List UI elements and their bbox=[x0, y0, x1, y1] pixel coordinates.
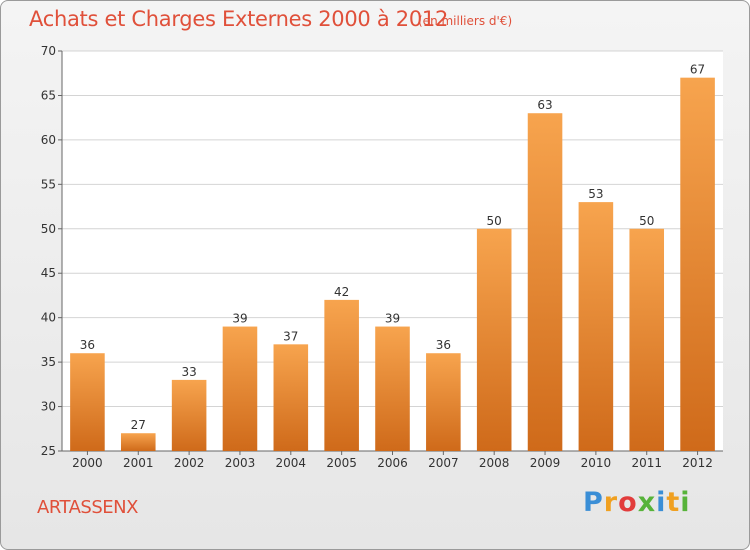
chart-title: Achats et Charges Externes 2000 à 2012 bbox=[29, 7, 449, 31]
logo-letter: x bbox=[637, 487, 657, 518]
bar-2001 bbox=[120, 433, 156, 451]
data-label-2001: 27 bbox=[131, 418, 146, 432]
x-tick-label-2011: 2011 bbox=[631, 456, 662, 470]
bar-2012 bbox=[680, 77, 715, 452]
data-label-2002: 33 bbox=[181, 365, 196, 379]
y-tick-label: 40 bbox=[41, 311, 56, 325]
x-tick-label-2003: 2003 bbox=[225, 456, 256, 470]
x-tick-label-2008: 2008 bbox=[479, 456, 510, 470]
bar-2011 bbox=[629, 228, 665, 451]
data-label-2011: 50 bbox=[639, 214, 654, 228]
bar-2005 bbox=[324, 299, 359, 451]
bar-2008 bbox=[476, 228, 512, 451]
x-tick-label-2001: 2001 bbox=[123, 456, 154, 470]
data-label-2007: 36 bbox=[436, 338, 451, 352]
x-tick-label-2005: 2005 bbox=[326, 456, 357, 470]
x-tick-label-2002: 2002 bbox=[174, 456, 205, 470]
labels: 25 30 35 40 45 50 55 60 65 70 36 2000 27 2001 33 2002 39… bbox=[41, 44, 713, 470]
x-tick-label-2010: 2010 bbox=[581, 456, 612, 470]
logo-letter: r bbox=[603, 487, 619, 518]
chart-subtitle: (en milliers d'€) bbox=[418, 14, 513, 28]
bar-2007 bbox=[426, 353, 461, 451]
y-tick-label: 55 bbox=[41, 177, 56, 191]
y-tick-label: 35 bbox=[41, 355, 56, 369]
y-tick-label: 50 bbox=[41, 222, 56, 236]
data-label-2003: 39 bbox=[232, 312, 247, 326]
bar-2010 bbox=[578, 202, 614, 451]
y-tick-label: 70 bbox=[41, 44, 56, 58]
bar-2003 bbox=[222, 326, 258, 451]
bar-2004 bbox=[273, 344, 309, 451]
data-label-2012: 67 bbox=[690, 63, 705, 77]
y-tick-label: 30 bbox=[41, 400, 56, 414]
y-tick-label: 60 bbox=[41, 133, 56, 147]
data-label-2006: 39 bbox=[385, 312, 400, 326]
data-label-2004: 37 bbox=[283, 329, 298, 343]
x-tick-label-2012: 2012 bbox=[682, 456, 713, 470]
logo-letter: i bbox=[656, 487, 667, 518]
logo-letter: o bbox=[618, 487, 638, 518]
logo-letter: t bbox=[666, 487, 681, 518]
logo-letter: P bbox=[583, 487, 604, 518]
x-tick-label-2006: 2006 bbox=[377, 456, 408, 470]
y-tick-label: 45 bbox=[41, 266, 56, 280]
commune-name: ARTASSENX bbox=[37, 497, 138, 518]
proxiti-logo[interactable]: Proxiti bbox=[583, 487, 691, 518]
bar-2006 bbox=[375, 326, 410, 451]
bar-2002 bbox=[171, 379, 207, 451]
data-label-2005: 42 bbox=[334, 285, 349, 299]
data-label-2009: 63 bbox=[537, 98, 552, 112]
bar-2000 bbox=[70, 353, 105, 451]
data-label-2008: 50 bbox=[487, 214, 502, 228]
bar-2009 bbox=[527, 113, 563, 451]
x-tick-label-2009: 2009 bbox=[530, 456, 561, 470]
bars bbox=[70, 77, 715, 452]
data-label-2010: 53 bbox=[588, 187, 603, 201]
x-tick-label-2007: 2007 bbox=[428, 456, 459, 470]
x-tick-label-2004: 2004 bbox=[276, 456, 307, 470]
logo-letter: i bbox=[680, 487, 691, 518]
x-tick-label-2000: 2000 bbox=[72, 456, 103, 470]
y-tick-label: 65 bbox=[41, 88, 56, 102]
data-label-2000: 36 bbox=[80, 338, 95, 352]
y-tick-label: 25 bbox=[41, 444, 56, 458]
